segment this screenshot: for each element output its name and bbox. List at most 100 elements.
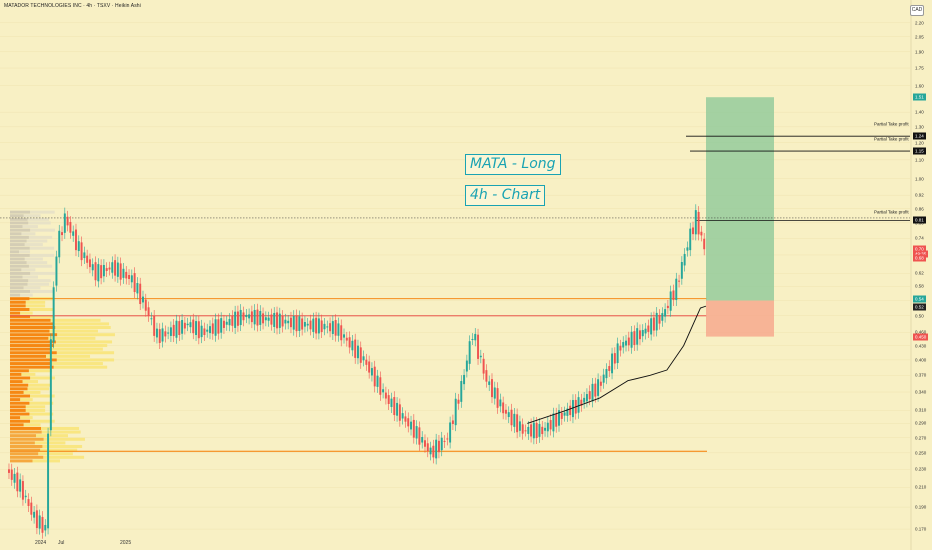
volume-profile-bar xyxy=(10,344,54,348)
annotation-timeframe[interactable]: 4h - Chart xyxy=(465,185,546,206)
candle xyxy=(303,322,306,327)
candle xyxy=(61,232,64,236)
candle xyxy=(516,414,519,433)
candle xyxy=(597,379,600,396)
candle xyxy=(678,280,681,282)
volume-profile-bar xyxy=(10,286,24,290)
candle xyxy=(541,426,544,435)
volume-profile-bar xyxy=(10,289,31,293)
volume-profile-bar xyxy=(10,376,31,380)
candle xyxy=(384,392,387,399)
candle xyxy=(334,320,337,336)
y-tick-label: 0.460 xyxy=(915,330,926,335)
candle xyxy=(583,397,586,403)
volume-profile-bar xyxy=(10,333,58,337)
y-tick-label: 0.430 xyxy=(915,343,927,349)
candle xyxy=(33,511,36,518)
volume-profile-bar xyxy=(20,398,33,402)
volume-profile-bar xyxy=(10,210,31,214)
volume-profile-bar xyxy=(25,405,46,409)
volume-profile-bar xyxy=(10,354,47,358)
candle xyxy=(368,361,371,373)
tp-label-1: Partial Take profit xyxy=(874,121,909,127)
candle xyxy=(412,419,415,438)
volume-profile-bar xyxy=(10,434,37,438)
volume-profile-bar xyxy=(53,365,108,369)
candle xyxy=(451,420,454,425)
candle xyxy=(555,413,558,427)
price-badge: 1.51 xyxy=(913,93,926,101)
y-tick-label: 0.92 xyxy=(915,192,924,198)
candle xyxy=(362,356,365,361)
candle xyxy=(432,445,435,458)
candle xyxy=(563,412,566,416)
candle xyxy=(435,439,438,459)
volume-profile-bar xyxy=(10,214,24,218)
volume-profile-bar xyxy=(46,354,91,358)
candle xyxy=(58,230,61,258)
candle xyxy=(172,324,175,337)
volume-profile-bar xyxy=(10,426,42,430)
volume-profile-bar xyxy=(53,344,108,348)
candle xyxy=(625,340,627,346)
candle xyxy=(209,326,211,334)
candle xyxy=(206,329,209,332)
candle xyxy=(507,412,510,418)
symbol-header[interactable]: MATADOR TECHNOLOGIES INC · 4h · TSXV · H… xyxy=(4,3,141,9)
volume-profile-bar xyxy=(26,261,48,265)
price-badge: 0.70 xyxy=(913,245,926,253)
candle xyxy=(549,420,552,430)
volume-profile-bar xyxy=(10,246,30,250)
volume-profile-bar xyxy=(10,326,56,330)
candle xyxy=(373,366,376,387)
currency-badge[interactable]: CAD xyxy=(910,5,924,16)
price-badge: 49:35 xyxy=(913,250,929,258)
x-tick-jul: Jul xyxy=(58,540,65,546)
candle xyxy=(538,424,541,437)
candle xyxy=(569,405,572,416)
candle xyxy=(337,323,340,336)
candle xyxy=(8,469,10,473)
candle xyxy=(72,231,75,236)
candle xyxy=(222,320,225,328)
candle xyxy=(605,369,608,379)
volume-profile-bar xyxy=(28,264,53,268)
volume-profile-bar xyxy=(24,243,43,247)
candle xyxy=(133,273,136,293)
volume-profile-bar xyxy=(27,217,50,221)
candle xyxy=(69,221,72,233)
tp-price-badge: 1.24 xyxy=(913,132,926,140)
volume-profile-bar xyxy=(10,390,24,394)
volume-profile-bar xyxy=(32,459,60,463)
candle xyxy=(217,319,220,334)
candle xyxy=(611,353,614,374)
candle xyxy=(404,416,407,422)
volume-profile-bar xyxy=(10,315,31,319)
volume-profile-bar xyxy=(48,336,96,340)
candle xyxy=(496,388,499,408)
candle xyxy=(345,337,348,341)
candle xyxy=(203,328,206,335)
candle xyxy=(27,499,30,506)
candle xyxy=(273,312,276,327)
volume-profile-bar xyxy=(10,228,31,232)
candle xyxy=(415,426,418,439)
volume-profile-bar xyxy=(51,347,103,351)
annotation-title[interactable]: MATA - Long xyxy=(465,154,561,175)
volume-profile-bar xyxy=(42,444,83,448)
candle xyxy=(136,283,139,294)
candle xyxy=(398,404,401,421)
candle xyxy=(641,329,644,337)
candle xyxy=(220,318,223,333)
candle xyxy=(200,325,203,338)
volume-profile-bar xyxy=(10,340,56,344)
candle xyxy=(468,341,471,364)
candle xyxy=(471,338,474,340)
volume-profile-bar xyxy=(10,279,29,283)
candle xyxy=(644,328,647,334)
candle xyxy=(317,318,320,334)
x-tick-2024: 2024 xyxy=(35,540,47,546)
candle xyxy=(44,524,47,531)
candle xyxy=(407,418,410,427)
